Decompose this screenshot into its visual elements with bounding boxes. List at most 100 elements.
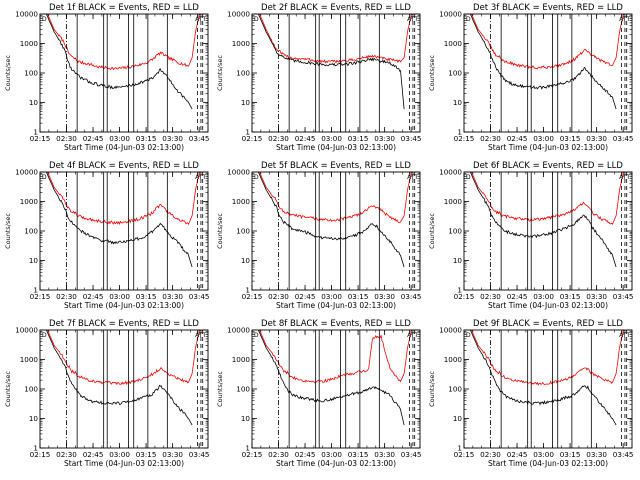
panel-5-xtick-label: 02:15	[242, 292, 263, 301]
panel-8-series-black-events	[257, 330, 405, 426]
panel-6-xlabel: Start Time (04-Jun-03 02:13:00)	[488, 301, 608, 310]
panel-2-ytick-label: 10000	[227, 10, 250, 19]
panel-4-xtick-label: 03:45	[189, 292, 210, 301]
panel-7-xtick-label: 03:30	[162, 450, 183, 459]
panel-3-series-red-lld	[471, 14, 625, 70]
panel-9-xtick-label: 03:00	[533, 450, 554, 459]
panel-5-xtick-label: 03:00	[321, 292, 342, 301]
panel-6-xtick-label: 03:45	[613, 292, 634, 301]
panel-5-xtick-label: 02:45	[295, 292, 316, 301]
panel-6-ytick-label: 100	[448, 227, 462, 236]
panel-4-xtick-label: 02:45	[83, 292, 104, 301]
panel-3-xtick-label: 02:30	[480, 134, 501, 143]
panel-7-xtick-label: 02:30	[56, 450, 77, 459]
panel-9-ytick-label: 100	[448, 385, 462, 394]
panel-4-ytick-label: 100	[24, 227, 38, 236]
panel-7-series-red-lld	[47, 330, 201, 386]
panel-1-xtick-label: 03:45	[189, 134, 210, 143]
panel-8-xtick-label: 03:15	[348, 450, 369, 459]
panel-7-xlabel: Start Time (04-Jun-03 02:13:00)	[64, 459, 184, 468]
panel-7-title: Det 7f BLACK = Events, RED = LLD	[49, 319, 199, 329]
panel-3-xtick-label: 03:45	[613, 134, 634, 143]
panel-8-ylabel: Counts/sec	[216, 371, 224, 407]
panel-8-ytick-label: 1000	[232, 355, 251, 364]
panel-5-corner-mark-left: D	[254, 174, 259, 181]
panel-5-markers	[278, 172, 416, 290]
panel-6-xtick-label: 02:15	[454, 292, 475, 301]
panel-3-y-axis: 1 10 100 1000 10000	[439, 10, 632, 137]
panel-6-xtick-label: 03:00	[533, 292, 554, 301]
panel-3-xtick-label: 02:15	[454, 134, 475, 143]
panel-5-xtick-label: 02:30	[268, 292, 289, 301]
panel-4-xtick-label: 03:30	[162, 292, 183, 301]
panel-9-xtick-label: 03:15	[560, 450, 581, 459]
panel-5-ytick-label: 10000	[227, 168, 250, 177]
panel-6-ytick-label: 1	[457, 286, 462, 295]
panel-4-ytick-label: 10000	[15, 168, 38, 177]
panel-3-ylabel: Counts/sec	[428, 55, 436, 91]
panel-8-corner-mark-right: ATT	[407, 332, 418, 339]
panel-7-ytick-label: 1000	[20, 355, 39, 364]
panel-2-xtick-label: 02:15	[242, 134, 263, 143]
panel-6-frame	[463, 171, 633, 291]
panel-1-xtick-label: 02:30	[56, 134, 77, 143]
panel-4-series-black-events	[45, 172, 193, 268]
panel-7-xtick-label: 02:15	[30, 450, 51, 459]
panel-2-x-axis: 02:15 02:30 02:45 03:00 03:15 03:30 03:45	[242, 14, 422, 143]
panel-1-corner-mark-right: ATT	[195, 16, 206, 23]
panel-6-series-red-lld	[471, 172, 625, 225]
panel-4-xtick-label: 03:15	[136, 292, 157, 301]
panel-5-xtick-label: 03:45	[401, 292, 422, 301]
chart-panel-2: Det 2f BLACK = Events, RED = LLD Counts/s…	[216, 3, 422, 152]
panel-2-corner-mark-left: D	[254, 16, 259, 23]
panel-9-xtick-label: 02:30	[480, 450, 501, 459]
panel-2-xtick-label: 03:15	[348, 134, 369, 143]
panel-5-xlabel: Start Time (04-Jun-03 02:13:00)	[276, 301, 396, 310]
panel-5-x-axis: 02:15 02:30 02:45 03:00 03:15 03:30 03:45	[242, 172, 422, 301]
panel-1-x-axis: 02:15 02:30 02:45 03:00 03:15 03:30 03:45	[30, 14, 210, 143]
panel-1-ytick-label: 100	[24, 69, 38, 78]
panel-7-x-axis: 02:15 02:30 02:45 03:00 03:15 03:30 03:45	[30, 330, 210, 459]
panel-7-ytick-label: 10	[29, 414, 39, 423]
chart-panel-6: Det 6f BLACK = Events, RED = LLD Counts/s…	[428, 161, 634, 310]
panel-6-ytick-label: 1000	[444, 197, 463, 206]
panel-8-y-axis: 1 10 100 1000 10000	[227, 326, 420, 453]
panel-6-xtick-label: 03:15	[560, 292, 581, 301]
panel-3-xtick-label: 03:15	[560, 134, 581, 143]
panel-5-ytick-label: 10	[241, 256, 251, 265]
panel-8-xtick-label: 03:45	[401, 450, 422, 459]
panel-2-markers	[278, 14, 416, 132]
panel-7-frame	[39, 329, 209, 449]
panel-6-ytick-label: 10000	[439, 168, 462, 177]
panel-4-markers	[66, 172, 204, 290]
panel-6-xtick-label: 02:30	[480, 292, 501, 301]
chart-panel-8: Det 8f BLACK = Events, RED = LLD Counts/s…	[216, 319, 422, 468]
panel-4-y-axis: 1 10 100 1000 10000	[15, 168, 208, 295]
panel-4-ytick-label: 1	[33, 286, 38, 295]
panel-2-xtick-label: 02:45	[295, 134, 316, 143]
panel-8-title: Det 8f BLACK = Events, RED = LLD	[261, 319, 411, 329]
panel-2-xtick-label: 02:30	[268, 134, 289, 143]
panel-1-title: Det 1f BLACK = Events, RED = LLD	[49, 3, 199, 13]
panel-1-ytick-label: 1	[33, 128, 38, 137]
panel-5-xtick-label: 03:15	[348, 292, 369, 301]
panel-2-ylabel: Counts/sec	[216, 55, 224, 91]
panel-1-xtick-label: 02:45	[83, 134, 104, 143]
panel-2-ytick-label: 100	[236, 69, 250, 78]
panel-2-y-axis: 1 10 100 1000 10000	[227, 10, 420, 137]
panel-2-xlabel: Start Time (04-Jun-03 02:13:00)	[276, 143, 396, 152]
panel-3-corner-mark-right: ATT	[619, 16, 630, 23]
panel-8-ytick-label: 100	[236, 385, 250, 394]
panel-2-xtick-label: 03:00	[321, 134, 342, 143]
panel-2-frame	[251, 13, 421, 133]
panel-2-ytick-label: 1000	[232, 39, 251, 48]
panel-3-series-black-events	[469, 14, 617, 110]
panel-2-title: Det 2f BLACK = Events, RED = LLD	[261, 3, 411, 13]
panel-6-corner-mark-left: D	[466, 174, 471, 181]
panel-1-ylabel: Counts/sec	[4, 55, 12, 91]
panel-2-xtick-label: 03:45	[401, 134, 422, 143]
panel-7-xtick-label: 03:00	[109, 450, 130, 459]
panel-1-series-red-lld	[47, 14, 201, 71]
panel-3-ytick-label: 10	[453, 98, 463, 107]
